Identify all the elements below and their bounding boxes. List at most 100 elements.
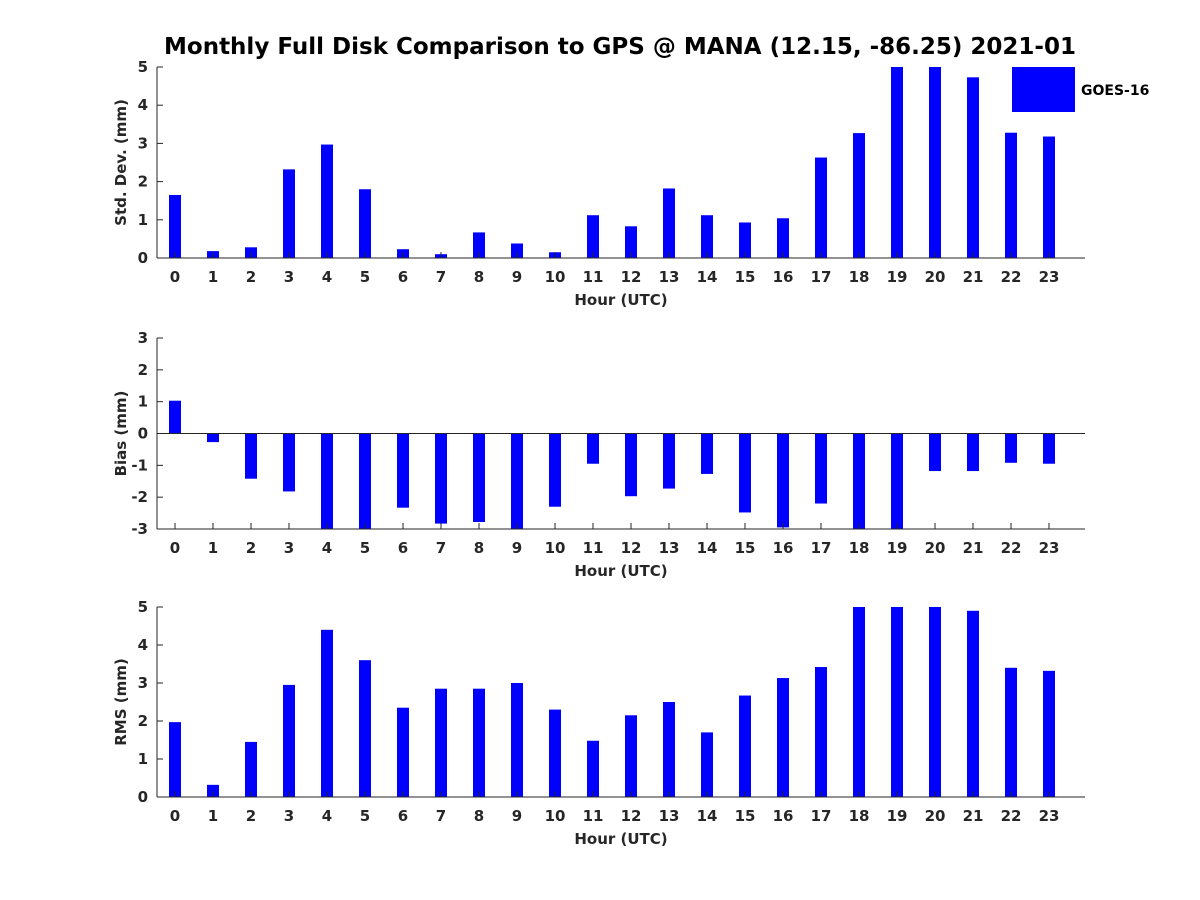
bar [777,218,789,258]
bar [511,433,523,529]
bar [853,433,865,529]
y-tick-label: -3 [131,520,148,538]
bar [967,610,979,797]
bar [853,607,865,797]
x-tick-label: 17 [811,268,832,286]
x-tick-label: 5 [360,539,370,557]
bar [587,433,599,464]
x-tick-label: 21 [963,539,984,557]
bar [929,67,941,258]
bar [321,629,333,797]
y-tick-label: 2 [138,173,148,191]
bar [929,433,941,472]
bar [283,433,295,492]
bar [929,607,941,797]
x-tick-label: 16 [773,539,794,557]
bar [511,683,523,797]
x-tick-label: 11 [583,268,604,286]
bar [1043,670,1055,797]
x-tick-label: 19 [887,539,908,557]
bar [435,688,447,797]
x-tick-label: 14 [697,807,718,825]
x-tick-label: 21 [963,807,984,825]
bar [1043,433,1055,464]
y-tick-label: -1 [131,456,148,474]
y-tick-label: 2 [138,712,148,730]
bar [815,157,827,258]
y-tick-label: 3 [138,674,148,692]
x-tick-label: 16 [773,268,794,286]
x-tick-label: 17 [811,539,832,557]
x-tick-label: 11 [583,807,604,825]
x-tick-label: 9 [512,807,522,825]
x-axis-label: Hour (UTC) [574,830,667,848]
bar [853,133,865,258]
bar [663,702,675,797]
x-tick-label: 12 [621,807,642,825]
bar [359,189,371,258]
x-tick-label: 3 [284,268,294,286]
x-tick-label: 0 [170,539,180,557]
x-tick-label: 6 [398,539,408,557]
x-tick-label: 10 [545,539,566,557]
x-tick-label: 23 [1039,268,1060,286]
x-tick-label: 5 [360,807,370,825]
x-tick-label: 12 [621,268,642,286]
bar [891,433,903,529]
bar [967,77,979,259]
x-tick-label: 15 [735,268,756,286]
y-tick-label: 0 [138,425,148,443]
x-tick-label: 2 [246,268,256,286]
bar [663,433,675,489]
bar [473,688,485,797]
bar [815,667,827,797]
bar [663,188,675,258]
x-tick-label: 22 [1001,539,1022,557]
bar [245,433,257,479]
bar [625,226,637,258]
x-tick-label: 11 [583,539,604,557]
bar [777,433,789,528]
legend-box [1012,67,1075,112]
bar [283,169,295,258]
bar [245,741,257,797]
x-tick-label: 13 [659,268,680,286]
bar [1005,667,1017,797]
y-tick-label: 3 [138,329,148,347]
x-tick-label: 20 [925,539,946,557]
y-tick-label: 5 [138,58,148,76]
bar [207,784,219,797]
x-tick-label: 14 [697,268,718,286]
x-tick-label: 7 [436,539,446,557]
y-tick-label: 4 [138,636,148,654]
legend: GOES-16 [1012,67,1149,112]
bar [739,695,751,797]
bar [701,215,713,258]
x-tick-label: 12 [621,539,642,557]
y-tick-label: 1 [138,211,148,229]
y-tick-label: 2 [138,361,148,379]
y-tick-label: 0 [138,249,148,267]
y-axis-label: RMS (mm) [112,658,130,745]
bar [169,722,181,797]
x-tick-label: 6 [398,807,408,825]
bar [283,684,295,797]
bar [549,433,561,507]
y-tick-label: 4 [138,96,148,114]
x-tick-label: 5 [360,268,370,286]
bar [207,433,219,443]
bar [701,732,713,797]
x-tick-label: 4 [322,807,332,825]
x-tick-label: 9 [512,268,522,286]
bar [587,740,599,797]
x-tick-label: 22 [1001,268,1022,286]
x-tick-label: 15 [735,807,756,825]
bar [1005,132,1017,258]
x-tick-label: 1 [208,268,218,286]
x-tick-label: 2 [246,539,256,557]
x-tick-label: 8 [474,807,484,825]
x-tick-label: 8 [474,268,484,286]
